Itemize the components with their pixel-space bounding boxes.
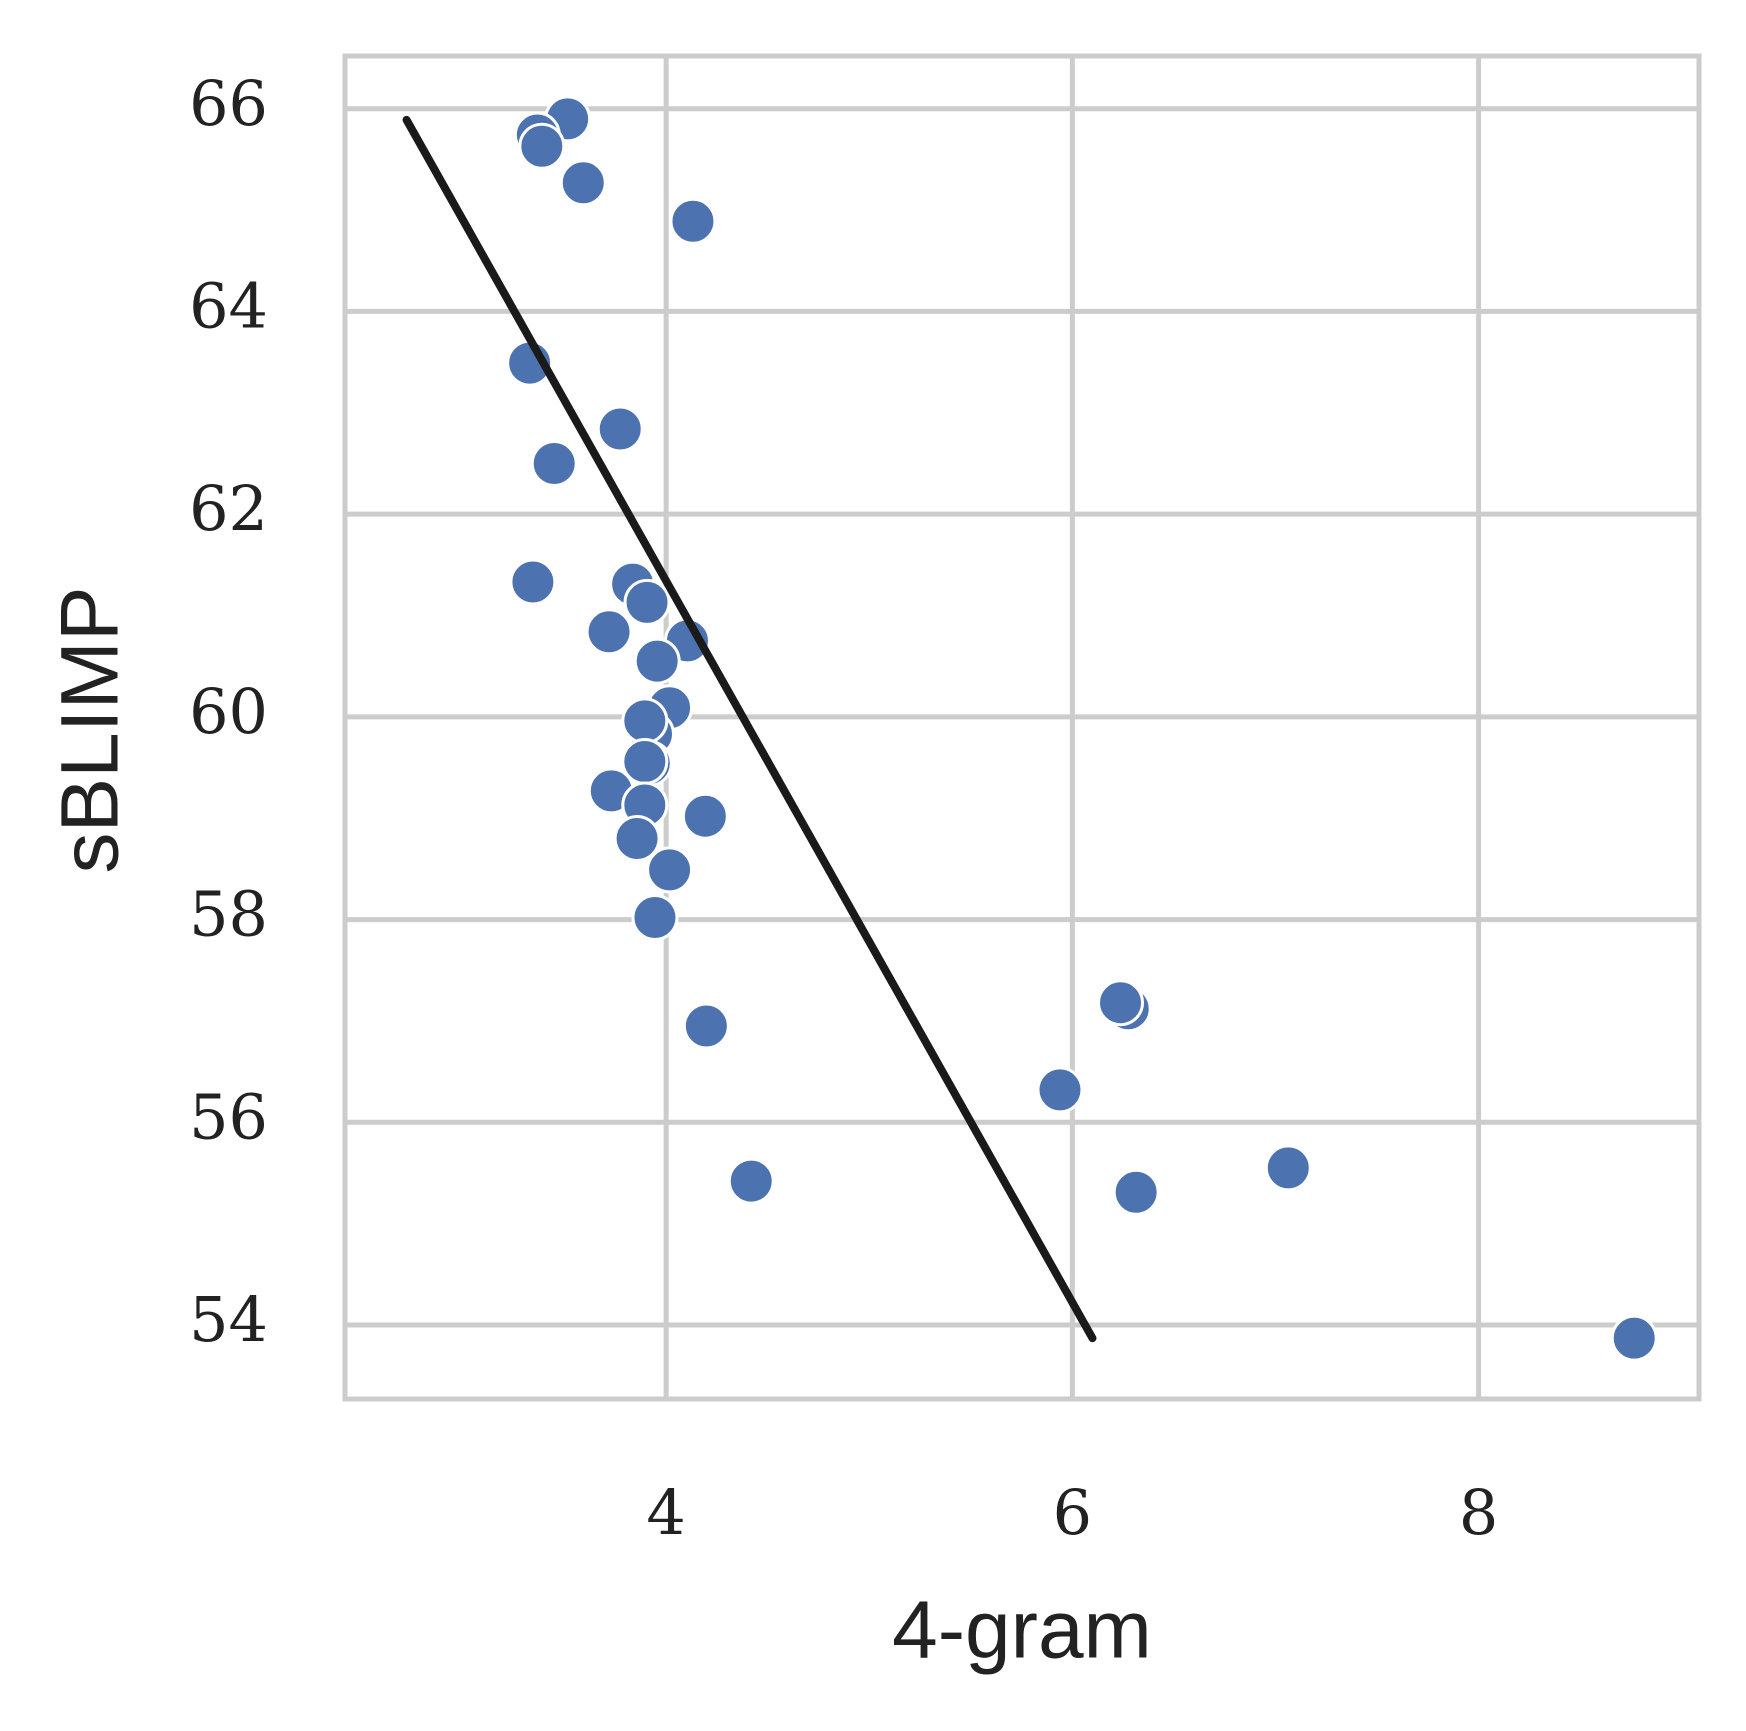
point	[631, 894, 679, 942]
point	[621, 697, 669, 745]
y-tick-label: 58	[189, 878, 268, 951]
point	[1036, 1066, 1084, 1114]
point	[1264, 1144, 1312, 1192]
point	[509, 558, 557, 606]
y-tick-label: 56	[189, 1080, 268, 1153]
x-tick-label: 8	[1459, 1476, 1498, 1549]
point	[727, 1157, 775, 1205]
x-tick-label: 4	[646, 1476, 685, 1549]
point	[633, 637, 681, 685]
x-tick-label: 6	[1053, 1476, 1092, 1549]
point	[646, 846, 694, 894]
point	[623, 578, 671, 626]
point	[559, 159, 607, 207]
y-tick-label: 64	[189, 270, 268, 343]
point	[1097, 979, 1145, 1027]
y-tick-label: 54	[189, 1283, 268, 1356]
point	[669, 197, 717, 245]
point	[613, 814, 661, 862]
point	[530, 439, 578, 487]
x-axis-label: 4-gram	[892, 1585, 1152, 1676]
y-axis-label: sBLIMP	[45, 586, 136, 873]
point	[1112, 1168, 1160, 1216]
point	[585, 608, 633, 656]
point	[518, 122, 566, 170]
fit-line	[402, 115, 1097, 1343]
y-tick-label: 62	[189, 472, 268, 545]
point	[682, 1002, 730, 1050]
y-tick-label: 66	[189, 67, 268, 140]
point	[1610, 1314, 1658, 1362]
point	[596, 405, 644, 453]
y-tick-label: 60	[189, 675, 268, 748]
point	[681, 792, 729, 840]
plot-frame	[342, 53, 1702, 1402]
